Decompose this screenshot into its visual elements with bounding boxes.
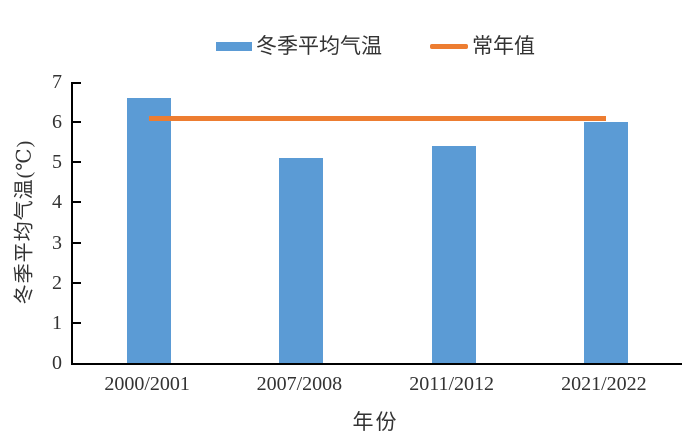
x-axis-title: 年份 xyxy=(352,410,399,434)
bar-2007/2008 xyxy=(279,158,324,363)
x-tick-label: 2007/2008 xyxy=(256,373,343,395)
y-tick-mark xyxy=(73,121,81,124)
y-tick-mark xyxy=(73,82,81,84)
y-tick-mark xyxy=(73,281,81,284)
y-tick-label: 0 xyxy=(52,352,62,374)
bar-2011/2012 xyxy=(431,146,476,363)
x-tick-label: 2011/2012 xyxy=(409,373,495,395)
y-tick-label: 2 xyxy=(52,271,62,294)
x-tick-label: 2021/2022 xyxy=(561,373,647,395)
y-tick-label: 3 xyxy=(52,231,62,254)
x-axis-tick-labels: 2000/2001 2007/2008 2011/2012 2021/2022 xyxy=(71,372,680,396)
y-tick-label: 4 xyxy=(52,191,62,214)
legend: 冬季平均气温 常年值 xyxy=(71,32,680,60)
line-series-swatch-icon xyxy=(430,43,468,49)
bar-2000/2001 xyxy=(127,98,172,363)
y-tick-label: 7 xyxy=(52,71,62,93)
legend-label-bar-series: 冬季平均气温 xyxy=(256,33,382,58)
bar-series-swatch-icon xyxy=(216,41,252,51)
y-tick-mark xyxy=(73,201,81,204)
x-tick-label: 2000/2001 xyxy=(104,373,190,395)
y-tick-label: 1 xyxy=(52,311,62,334)
y-tick-mark xyxy=(73,161,81,164)
y-tick-label: 6 xyxy=(52,111,62,134)
y-tick-label: 5 xyxy=(52,151,62,174)
legend-item-bar-series: 冬季平均气温 xyxy=(216,33,382,58)
legend-item-line-series: 常年值 xyxy=(430,33,535,58)
y-tick-mark xyxy=(73,241,81,244)
normal-value-line xyxy=(149,115,606,121)
y-tick-mark xyxy=(73,321,81,324)
plot-area xyxy=(71,82,682,365)
bar-2021/2022 xyxy=(583,122,628,363)
legend-label-line-series: 常年值 xyxy=(472,33,535,58)
